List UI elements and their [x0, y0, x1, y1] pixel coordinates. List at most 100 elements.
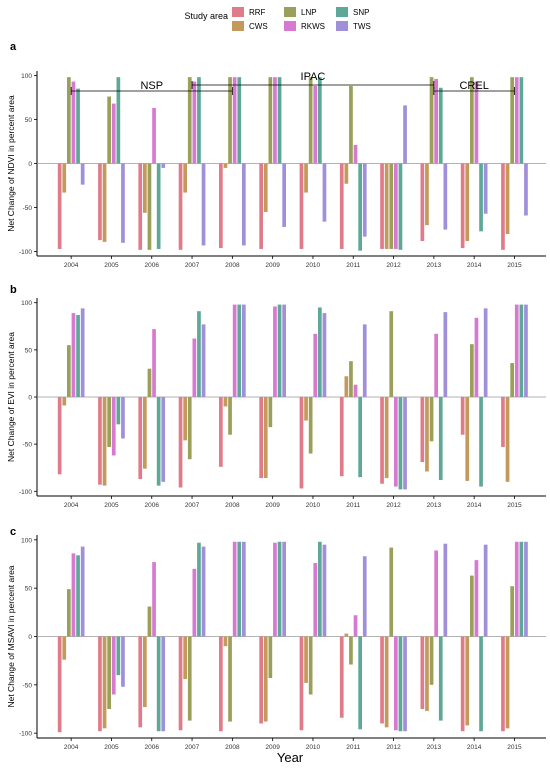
- bar-snp-2009: [277, 77, 282, 164]
- bar-rrf-2010: [299, 397, 304, 489]
- bar-snp-2008: [237, 541, 242, 637]
- bar-lnp-2011: [349, 636, 353, 665]
- y-tick-label: -50: [23, 442, 33, 449]
- x-tick-label: 2011: [346, 262, 360, 269]
- bar-cws-2013: [425, 397, 429, 472]
- bar-rkws-2005: [111, 103, 116, 164]
- bar-lnp-2013: [429, 77, 434, 164]
- bar-snp-2004: [76, 88, 80, 164]
- bar-cws-2011: [344, 633, 349, 637]
- bar-tws-2015: [524, 163, 528, 216]
- legend: Study area RRF CWS LNP RKWS SNP TWS: [184, 7, 371, 31]
- bar-cws-2009: [263, 636, 268, 722]
- bar-lnp-2014: [470, 344, 474, 397]
- bar-tws-2005: [121, 397, 125, 439]
- bar-lnp-2004: [67, 77, 71, 164]
- bar-tws-2015: [524, 304, 528, 397]
- bar-snp-2012: [398, 636, 403, 732]
- bar-snp-2010: [318, 77, 322, 164]
- bar-lnp-2008: [228, 77, 232, 164]
- bar-rrf-2009: [259, 163, 263, 249]
- bar-cws-2005: [102, 397, 107, 486]
- x-tick-label: 2014: [467, 262, 482, 269]
- bar-rkws-2010: [313, 563, 318, 637]
- annotation-nsp: NSP: [70, 80, 233, 95]
- x-tick-label: 2010: [306, 502, 321, 509]
- bar-rkws-2007: [192, 81, 197, 164]
- bar-lnp-2013: [429, 636, 434, 685]
- bar-rkws-2012: [394, 163, 398, 249]
- x-tick-label: 2005: [104, 502, 119, 509]
- bar-snp-2013: [438, 397, 443, 480]
- bar-tws-2011: [362, 163, 367, 237]
- x-axis-title: Year: [277, 750, 304, 765]
- bar-snp-2006: [156, 397, 161, 486]
- legend-swatch: [336, 7, 348, 17]
- bar-cws-2012: [384, 397, 389, 479]
- bar-rrf-2011: [339, 397, 344, 477]
- bar-rkws-2013: [434, 78, 438, 164]
- bar-tws-2006: [161, 397, 166, 482]
- x-tick-label: 2012: [386, 502, 401, 509]
- bar-tws-2007: [201, 546, 206, 637]
- bar-cws-2008: [223, 163, 228, 168]
- bar-snp-2005: [116, 77, 121, 164]
- bar-tws-2007: [201, 163, 206, 246]
- bar-lnp-2011: [349, 361, 353, 397]
- bar-cws-2014: [465, 636, 470, 726]
- x-tick-label: 2007: [185, 262, 200, 269]
- bar-cws-2009: [263, 163, 268, 212]
- x-tick-label: 2009: [265, 262, 280, 269]
- bar-rkws-2006: [152, 108, 156, 164]
- bar-rrf-2007: [178, 397, 183, 488]
- bar-rkws-2015: [514, 77, 519, 164]
- bar-tws-2006: [161, 163, 166, 168]
- bar-lnp-2007: [187, 77, 192, 164]
- annotation-label: NSP: [140, 80, 163, 92]
- legend-item-snp: SNP: [336, 7, 369, 17]
- bar-cws-2015: [505, 163, 510, 234]
- bar-tws-2004: [80, 546, 85, 637]
- legend-label: RRF: [249, 8, 266, 17]
- bar-lnp-2004: [67, 345, 71, 397]
- x-tick-label: 2006: [145, 744, 160, 751]
- bar-rrf-2006: [138, 163, 143, 250]
- bar-snp-2015: [519, 77, 524, 164]
- bar-cws-2010: [304, 397, 308, 421]
- bar-rrf-2015: [501, 163, 505, 250]
- bar-rrf-2014: [460, 163, 465, 249]
- bar-snp-2004: [76, 555, 80, 637]
- bar-rkws-2005: [111, 397, 116, 456]
- bar-rrf-2007: [178, 163, 183, 250]
- annotation-label: IPAC: [301, 71, 326, 83]
- bar-rkws-2009: [273, 306, 277, 397]
- y-tick-label: 100: [21, 300, 32, 307]
- bar-lnp-2012: [389, 163, 394, 249]
- bar-snp-2013: [438, 87, 443, 164]
- bar-rrf-2015: [501, 397, 505, 447]
- bar-cws-2006: [143, 163, 147, 213]
- bar-cws-2011: [344, 376, 349, 397]
- x-tick-label: 2013: [427, 502, 442, 509]
- bar-rrf-2012: [380, 163, 384, 249]
- annotation-label: CREL: [459, 80, 488, 92]
- bar-lnp-2014: [470, 77, 474, 164]
- y-tick-label: -50: [23, 205, 33, 212]
- bar-snp-2007: [197, 77, 201, 164]
- bar-rrf-2004: [57, 397, 62, 475]
- bar-tws-2013: [443, 312, 448, 397]
- bar-tws-2014: [483, 544, 488, 637]
- bar-snp-2014: [479, 163, 483, 232]
- bar-lnp-2005: [107, 636, 111, 709]
- bar-rrf-2009: [259, 636, 263, 724]
- bar-snp-2006: [156, 636, 161, 732]
- bar-cws-2010: [304, 163, 308, 193]
- bar-rrf-2009: [259, 397, 263, 479]
- x-tick-label: 2009: [265, 744, 280, 751]
- bar-rrf-2004: [57, 163, 62, 249]
- bar-tws-2005: [121, 163, 125, 243]
- bar-lnp-2006: [147, 163, 152, 250]
- bar-lnp-2009: [268, 636, 273, 679]
